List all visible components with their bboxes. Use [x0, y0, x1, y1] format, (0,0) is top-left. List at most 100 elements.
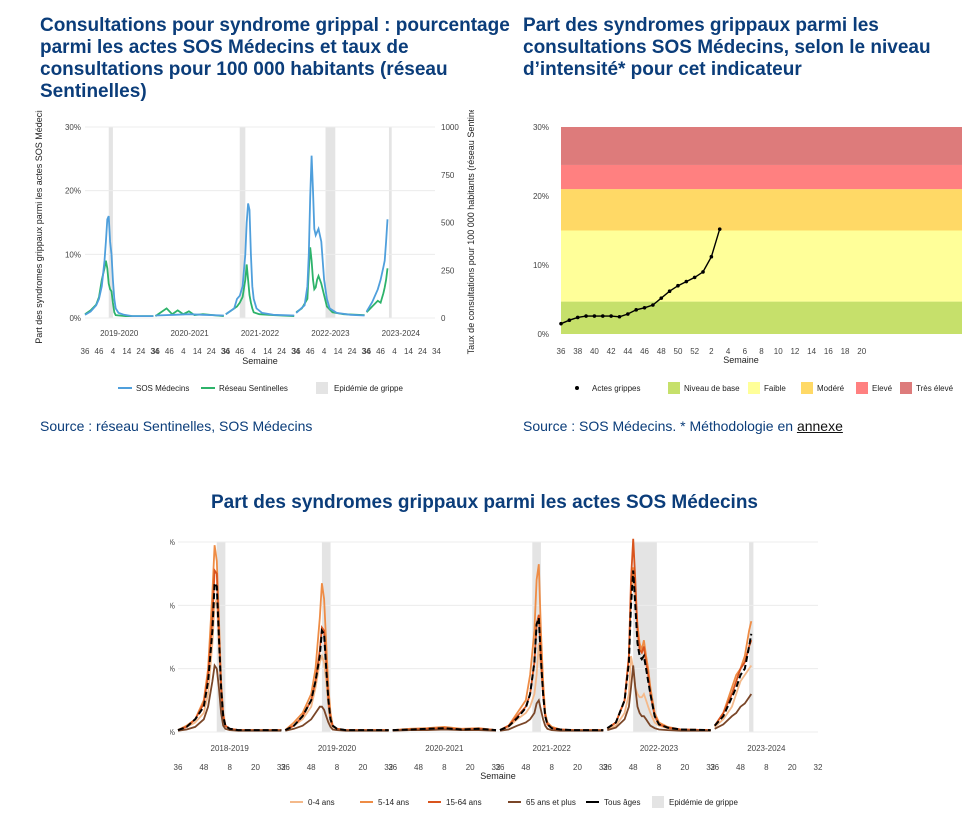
- chart1-title: Consultations pour syndrome grippal : po…: [40, 15, 510, 102]
- y-tick-label: 0%: [537, 330, 549, 339]
- legend-label: 5-14 ans: [378, 798, 409, 807]
- legend-band-swatch: [801, 382, 813, 394]
- intensity-band: [561, 230, 962, 302]
- x-tick-label: 14: [193, 347, 202, 356]
- x-tick-label: 24: [136, 347, 145, 356]
- data-point: [692, 275, 697, 280]
- y-tick-label: 30%: [65, 123, 81, 132]
- x-tick-label: 4: [392, 347, 397, 356]
- data-point: [617, 314, 622, 319]
- chart1-svg: 0% 10% 20% 30% 0 250 500 750 1000 2019-2020 2020-2…: [34, 110, 476, 394]
- x-tick-label: 20: [680, 763, 689, 772]
- annexe-link[interactable]: annexe: [796, 418, 843, 434]
- season-label: 2022-2023: [311, 329, 350, 338]
- x-tick-label: 20: [857, 347, 866, 356]
- series-sos-line: [295, 155, 365, 317]
- legend-epidemic-label: Epidémie de grippe: [334, 384, 403, 393]
- series-65-plus-line: [499, 698, 604, 732]
- series-5-14-line: [499, 564, 604, 731]
- x-tick-label: 36: [710, 763, 719, 772]
- x-tick-label: 8: [227, 763, 232, 772]
- season-label: 2020-2021: [425, 744, 464, 753]
- y-tick-label: 20%: [533, 192, 549, 201]
- x-tick-label: 18: [841, 347, 850, 356]
- x-tick-label: 24: [207, 347, 216, 356]
- data-point: [642, 305, 647, 310]
- legend-label: 65 ans et plus: [526, 798, 576, 807]
- x-tick-label: 14: [807, 347, 816, 356]
- x-tick-label: 4: [322, 347, 327, 356]
- y-tick-label: 10%: [65, 250, 81, 259]
- x-tick-label: 46: [165, 347, 174, 356]
- data-point: [584, 314, 588, 318]
- x-tick-label: 8: [335, 763, 340, 772]
- x-tick-label: 32: [384, 763, 393, 772]
- x-tick-label: 48: [307, 763, 316, 772]
- series-sos-line: [225, 203, 295, 317]
- x-tick-label: 24: [277, 347, 286, 356]
- x-tick-label: 34: [221, 347, 230, 356]
- chart2-title: Part des syndromes grippaux parmi les co…: [523, 15, 931, 80]
- x-tick-label: 50: [674, 347, 683, 356]
- x-tick-label: 48: [414, 763, 423, 772]
- x-tick-label: 32: [706, 763, 715, 772]
- x-tick-label: 32: [599, 763, 608, 772]
- legend-actes-swatch: [575, 386, 579, 390]
- x-tick-label: 14: [263, 347, 272, 356]
- y-axis-label: Part des syndromes grippaux parmi les ac…: [34, 110, 44, 344]
- series-tous-ages-line: [284, 627, 389, 732]
- x-tick-label: 32: [814, 763, 823, 772]
- source-left: Source : réseau Sentinelles, SOS Médecin…: [40, 418, 313, 434]
- series-tous-ages-line: [392, 727, 497, 732]
- data-point: [567, 318, 572, 322]
- x-tick-label: 34: [291, 347, 300, 356]
- x-tick-label: 46: [640, 347, 649, 356]
- series-sos-line: [84, 215, 154, 317]
- x-tick-label: 36: [81, 347, 90, 356]
- x-tick-label: 8: [657, 763, 662, 772]
- legend-actes-label: Actes grippes: [592, 384, 640, 393]
- legend-label: 0-4 ans: [308, 798, 335, 807]
- series-tous-ages-line: [177, 580, 282, 732]
- data-point: [659, 296, 664, 300]
- legend-band-label: Elevé: [872, 384, 893, 393]
- season-label: 2021-2022: [241, 329, 280, 338]
- x-tick-label: 8: [764, 763, 769, 772]
- series-tous-ages-line: [499, 617, 604, 732]
- series-tous-ages-line: [713, 633, 753, 727]
- x-tick-label: 48: [736, 763, 745, 772]
- data-point: [592, 314, 597, 318]
- x-tick-label: 36: [557, 347, 566, 356]
- legend-band-swatch: [856, 382, 868, 394]
- series-tous-ages-line: [606, 570, 711, 732]
- y2-tick-label: 0: [441, 314, 446, 323]
- series-0-4-line: [606, 655, 711, 731]
- season-label: 2018-2019: [211, 744, 250, 753]
- source-right-text: Source : SOS Médecins. * Méthodologie en: [523, 418, 797, 434]
- x-tick-label: 24: [348, 347, 357, 356]
- season-label: 2021-2022: [533, 744, 572, 753]
- season-label: 2019-2020: [318, 744, 357, 753]
- legend-sentinelles-label: Réseau Sentinelles: [219, 384, 288, 393]
- x-tick-label: 36: [388, 763, 397, 772]
- x-axis-label: Semaine: [723, 355, 759, 365]
- y2-tick-label: 750: [441, 171, 455, 180]
- x-tick-label: 36: [221, 347, 230, 356]
- legend-band-swatch: [748, 382, 760, 394]
- x-tick-label: 20: [788, 763, 797, 772]
- data-point: [600, 314, 605, 318]
- x-tick-label: 12: [790, 347, 799, 356]
- x-tick-label: 2: [709, 347, 714, 356]
- x-tick-label: 52: [690, 347, 699, 356]
- series-sos-line: [155, 313, 224, 317]
- series-sentinelles-line: [225, 264, 295, 317]
- source-right: Source : SOS Médecins. * Méthodologie en…: [523, 418, 843, 434]
- x-tick-label: 34: [432, 347, 441, 356]
- x-tick-label: 46: [95, 347, 104, 356]
- season-label: 2023-2024: [382, 329, 421, 338]
- x-tick-label: 46: [376, 347, 385, 356]
- series-5-14-line: [177, 545, 282, 731]
- legend-epidemic-swatch: [316, 382, 328, 394]
- series-0-4-line: [714, 664, 753, 728]
- x-tick-label: 16: [824, 347, 833, 356]
